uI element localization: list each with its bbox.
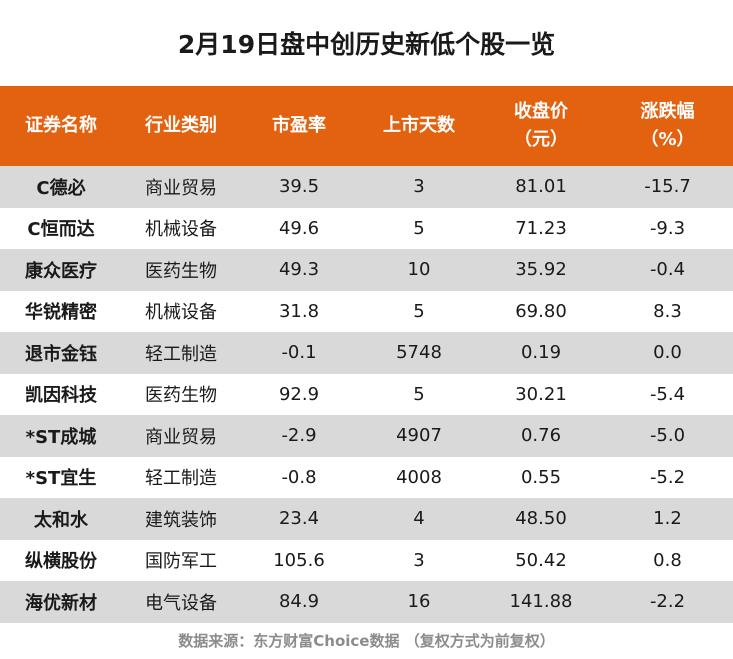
cell-security-name: C德必 xyxy=(36,177,86,199)
cell-security-name: 纵横股份 xyxy=(25,551,97,573)
cell-security-name: 太和水 xyxy=(34,509,88,531)
cell-pe-ratio: 23.4 xyxy=(278,508,320,530)
cell-industry: 机械设备 xyxy=(145,302,217,324)
cell-change-pct: -15.7 xyxy=(644,176,691,198)
cell-close-price: 35.92 xyxy=(515,259,567,281)
cell-listing-days: 3 xyxy=(413,549,425,571)
cell-security-name: *ST成城 xyxy=(25,426,97,448)
cell-pe-ratio: 105.6 xyxy=(273,549,325,571)
header-label: 涨跌幅 xyxy=(640,101,695,122)
cell-listing-days: 3 xyxy=(413,176,425,198)
cell-security-name: 康众医疗 xyxy=(25,260,97,282)
cell-industry: 建筑装饰 xyxy=(145,509,217,531)
cell-pe-ratio: -2.9 xyxy=(281,425,317,447)
header-pe-ratio: 市盈率 xyxy=(240,112,358,140)
cell-change-pct: -2.2 xyxy=(649,591,686,613)
table-row: 纵横股份 国防军工 105.6 3 50.42 0.8 xyxy=(0,539,733,581)
cell-close-price: 48.50 xyxy=(515,508,567,530)
cell-listing-days: 4 xyxy=(413,508,425,530)
cell-industry: 商业贸易 xyxy=(145,426,217,448)
cell-pe-ratio: 84.9 xyxy=(278,591,320,613)
table-row: 海优新材 电气设备 84.9 16 141.88 -2.2 xyxy=(0,581,733,623)
cell-pe-ratio: 49.6 xyxy=(278,217,320,239)
table-row: 退市金钰 轻工制造 -0.1 5748 0.19 0.0 xyxy=(0,332,733,374)
header-label: 行业类别 xyxy=(145,115,217,136)
header-change-pct: 涨跌幅 （%） xyxy=(602,98,733,154)
cell-change-pct: 0.8 xyxy=(653,549,682,571)
cell-close-price: 30.21 xyxy=(515,383,567,405)
cell-industry: 轻工制造 xyxy=(145,343,217,365)
table-row: 华锐精密 机械设备 31.8 5 69.80 8.3 xyxy=(0,290,733,332)
table-row: 太和水 建筑装饰 23.4 4 48.50 1.2 xyxy=(0,498,733,540)
cell-change-pct: -9.3 xyxy=(649,217,686,239)
cell-change-pct: 1.2 xyxy=(653,508,682,530)
header-label: 证券名称 xyxy=(25,115,97,136)
cell-listing-days: 5748 xyxy=(396,342,442,364)
cell-change-pct: 0.0 xyxy=(653,342,682,364)
cell-listing-days: 5 xyxy=(413,383,425,405)
header-security-name: 证券名称 xyxy=(0,112,122,140)
page-title: 2月19日盘中创历史新低个股一览 xyxy=(177,30,556,59)
cell-security-name: 华锐精密 xyxy=(25,302,97,324)
cell-industry: 电气设备 xyxy=(145,592,217,614)
cell-listing-days: 10 xyxy=(407,259,431,281)
cell-close-price: 141.88 xyxy=(509,591,573,613)
header-industry: 行业类别 xyxy=(122,112,240,140)
cell-close-price: 0.55 xyxy=(520,466,562,488)
cell-change-pct: 8.3 xyxy=(653,300,682,322)
cell-close-price: 69.80 xyxy=(515,300,567,322)
cell-industry: 轻工制造 xyxy=(145,468,217,490)
cell-close-price: 81.01 xyxy=(515,176,567,198)
header-close-price: 收盘价 （元） xyxy=(480,98,602,154)
cell-pe-ratio: -0.8 xyxy=(281,466,317,488)
table-row: C恒而达 机械设备 49.6 5 71.23 -9.3 xyxy=(0,207,733,249)
cell-security-name: C恒而达 xyxy=(27,219,95,241)
header-label: 上市天数 xyxy=(383,115,455,136)
cell-pe-ratio: 49.3 xyxy=(278,259,320,281)
table-row: *ST成城 商业贸易 -2.9 4907 0.76 -5.0 xyxy=(0,415,733,457)
cell-listing-days: 4008 xyxy=(396,466,442,488)
table-row: *ST宜生 轻工制造 -0.8 4008 0.55 -5.2 xyxy=(0,456,733,498)
header-listing-days: 上市天数 xyxy=(358,112,480,140)
header-unit: （%） xyxy=(640,129,695,150)
cell-pe-ratio: 39.5 xyxy=(278,176,320,198)
cell-security-name: 海优新材 xyxy=(25,592,97,614)
cell-pe-ratio: -0.1 xyxy=(281,342,317,364)
table-row: 康众医疗 医药生物 49.3 10 35.92 -0.4 xyxy=(0,249,733,291)
table-row: C德必 商业贸易 39.5 3 81.01 -15.7 xyxy=(0,166,733,208)
cell-listing-days: 16 xyxy=(407,591,431,613)
cell-listing-days: 5 xyxy=(413,217,425,239)
table-row: 凯因科技 医药生物 92.9 5 30.21 -5.4 xyxy=(0,373,733,415)
header-label: 收盘价 xyxy=(514,101,568,122)
cell-close-price: 50.42 xyxy=(515,549,567,571)
cell-change-pct: -5.0 xyxy=(649,425,686,447)
cell-industry: 机械设备 xyxy=(145,219,217,241)
cell-close-price: 0.19 xyxy=(520,342,562,364)
data-source-note: 数据来源：东方财富Choice数据 （复权方式为前复权） xyxy=(178,632,555,650)
cell-change-pct: -5.2 xyxy=(649,466,686,488)
cell-security-name: 退市金钰 xyxy=(25,343,97,365)
header-unit: （元） xyxy=(514,129,568,150)
cell-pe-ratio: 31.8 xyxy=(278,300,320,322)
table-header: 证券名称 行业类别 市盈率 上市天数 收盘价 （元） 涨跌幅 （%） xyxy=(0,86,733,166)
cell-security-name: *ST宜生 xyxy=(25,468,97,490)
cell-security-name: 凯因科技 xyxy=(25,385,97,407)
cell-listing-days: 4907 xyxy=(396,425,442,447)
cell-industry: 医药生物 xyxy=(145,385,217,407)
header-label: 市盈率 xyxy=(272,115,326,136)
cell-close-price: 0.76 xyxy=(520,425,562,447)
table-body: C德必 商业贸易 39.5 3 81.01 -15.7 C恒而达 机械设备 49.6 5 71.23… xyxy=(0,166,733,623)
cell-listing-days: 5 xyxy=(413,300,425,322)
cell-change-pct: -0.4 xyxy=(649,259,686,281)
cell-change-pct: -5.4 xyxy=(649,383,686,405)
cell-industry: 医药生物 xyxy=(145,260,217,282)
cell-industry: 商业贸易 xyxy=(145,177,217,199)
cell-industry: 国防军工 xyxy=(145,551,217,573)
cell-pe-ratio: 92.9 xyxy=(278,383,320,405)
cell-close-price: 71.23 xyxy=(515,217,567,239)
